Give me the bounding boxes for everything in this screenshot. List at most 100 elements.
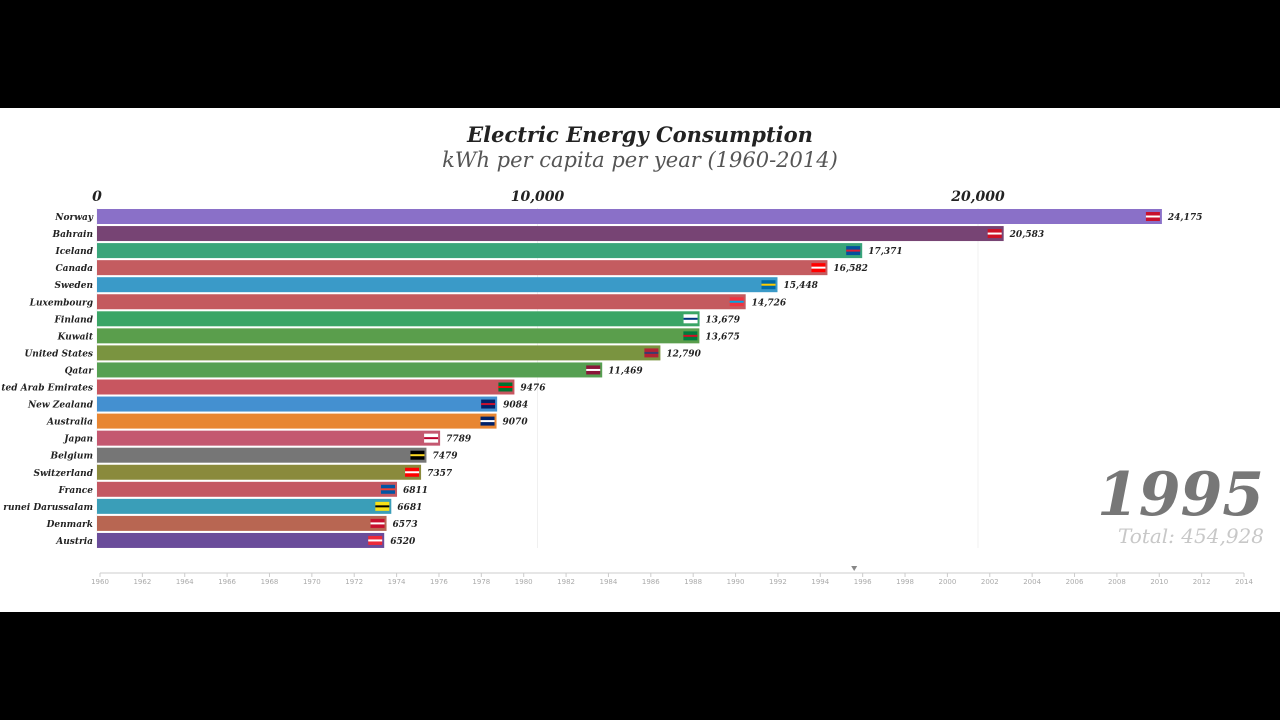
bar [97,413,497,429]
bar [97,464,422,480]
value-label: 20,583 [1009,230,1044,240]
flag-icon-stripe [368,539,383,542]
value-label: 12,790 [666,349,701,359]
flag-icon-stripe [498,386,513,388]
year-label: 1995 [1097,460,1264,530]
category-label: New Zealand [27,401,94,411]
category-label: ted Arab Emirates [1,384,93,394]
total-label: Total: 454,928 [1118,524,1264,548]
timeline-label: 1960 [91,578,109,586]
category-label: Denmark [46,520,93,530]
timeline-label: 2002 [981,578,999,586]
value-label: 13,679 [706,315,741,325]
category-label: Qatar [65,366,95,376]
timeline-label: 1994 [811,578,829,586]
category-label: runei Darussalam [3,503,93,513]
flag-icon-stripe [761,283,776,286]
timeline-marker[interactable] [851,566,858,571]
flag-icon-stripe [410,454,425,457]
bar [97,396,498,412]
bar [97,430,441,446]
value-label: 9084 [503,401,528,411]
flag-icon-stripe [683,334,698,337]
timeline-label: 2000 [938,578,956,586]
flag-icon-stripe [424,437,439,440]
timeline-label: 1986 [642,578,660,586]
timeline-label: 1984 [600,578,618,586]
timeline-label: 1992 [769,578,787,586]
timeline-label: 1966 [218,578,236,586]
value-label: 15,448 [783,281,818,291]
timeline-label: 1970 [303,578,321,586]
category-label: France [57,486,93,496]
bar [97,447,427,463]
category-label: Japan [62,435,93,445]
flag-icon-stripe [811,266,826,269]
category-label: Norway [54,213,94,223]
timeline-label: 1964 [176,578,194,586]
timeline-label: 2008 [1108,578,1126,586]
bar [97,498,392,514]
bar [97,481,398,497]
value-label: 11,469 [608,366,643,376]
bar-chart: 0 10,000 20,000 Norway 24,175 Bahrain 20,583 Ic… [1,189,1253,586]
category-label: Switzerland [34,469,94,479]
timeline-label: 1968 [261,578,279,586]
x-tick-label: 20,000 [950,189,1005,205]
bar [97,362,603,378]
timeline-label: 2006 [1066,578,1084,586]
flag-icon-stripe [1145,215,1160,218]
category-label: Luxembourg [29,298,93,308]
flag-icon-stripe [644,351,659,354]
flag-icon-stripe [729,300,744,303]
timeline-label: 2012 [1193,578,1211,586]
bar [97,209,1162,224]
flag-icon-stripe [987,232,1002,235]
timeline-label: 1962 [133,578,151,586]
bar [97,311,700,327]
x-tick-label: 10,000 [511,189,565,205]
flag-icon-stripe [586,368,601,371]
category-label: Sweden [54,281,93,291]
timeline-label: 1990 [727,578,745,586]
flag-icon-stripe [481,403,496,406]
timeline-label: 1998 [896,578,914,586]
value-label: 9476 [520,384,546,394]
bar [97,260,828,276]
value-label: 13,675 [705,332,739,342]
value-label: 9070 [503,418,529,428]
timeline-label: 2004 [1023,578,1041,586]
bar [97,226,1004,242]
category-label: Australia [46,418,93,428]
chart-area: Electric Energy Consumption kWh per capi… [0,108,1280,612]
timeline-label: 1972 [345,578,363,586]
flag-icon-stripe [846,249,861,252]
timeline-label: 2010 [1150,578,1168,586]
flag-icon-stripe [405,471,420,474]
value-label: 6681 [397,503,422,513]
timeline-label: 2014 [1235,578,1253,586]
x-tick-label: 0 [92,189,102,205]
value-label: 7789 [446,435,472,445]
category-label: Canada [56,264,94,274]
category-label: Kuwait [57,332,94,342]
value-label: 24,175 [1167,213,1202,223]
flag-icon-stripe [375,505,390,508]
timeline-label: 1980 [515,578,533,586]
value-label: 6573 [393,520,418,530]
bar [97,328,700,344]
category-label: Iceland [54,247,93,257]
value-label: 14,726 [752,298,787,308]
value-label: 16,582 [833,264,867,274]
category-label: Belgium [49,452,93,462]
bar [97,532,385,548]
bar [97,243,863,259]
flag-icon-stripe [683,317,698,320]
bar [97,277,778,293]
flag-icon-stripe [381,488,396,491]
bar [97,379,515,395]
chart-title: Electric Energy Consumption [467,122,813,147]
category-label: Austria [55,537,93,547]
category-label: United States [24,349,93,359]
timeline-label: 1996 [854,578,872,586]
